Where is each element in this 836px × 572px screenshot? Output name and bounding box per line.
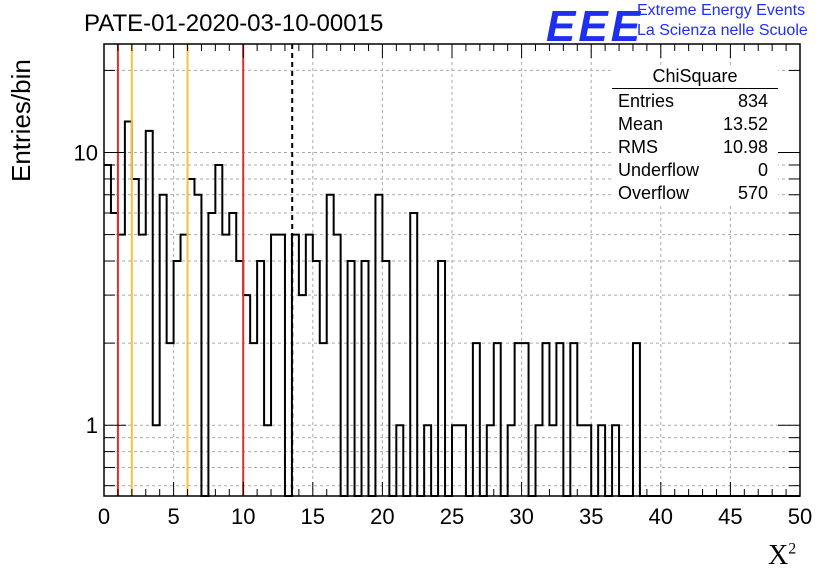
stats-value: 0 — [757, 160, 768, 180]
logo-line-1: Extreme Energy Events — [637, 2, 806, 19]
stats-value: 834 — [737, 91, 768, 111]
x-tick-label: 30 — [509, 504, 533, 529]
stats-row: Underflow 0 — [612, 159, 778, 182]
x-tick-label: 15 — [301, 504, 325, 529]
stats-row: RMS 10.98 — [612, 136, 778, 159]
x-tick-label: 35 — [579, 504, 603, 529]
x-axis-label-text: X — [768, 540, 789, 571]
axis-ticks — [103, 44, 801, 496]
stats-label: RMS — [618, 137, 658, 157]
stats-title: ChiSquare — [612, 66, 778, 89]
stats-box: ChiSquare Entries 834 Mean 13.52 RMS 10.98 … — [612, 66, 778, 205]
stats-label: Entries — [618, 91, 675, 111]
x-axis-label-sup: 2 — [788, 540, 797, 558]
stats-label: Mean — [618, 114, 664, 134]
stats-value: 10.98 — [722, 137, 768, 157]
chart-title: PATE-01-2020-03-10-00015 — [84, 10, 384, 37]
axis-tick-labels: 0 5 10 15 20 25 30 35 40 45 50 1 10 — [74, 141, 813, 529]
x-tick-label: 10 — [231, 504, 255, 529]
stats-label: Overflow — [618, 183, 690, 203]
x-tick-label: 25 — [440, 504, 464, 529]
x-tick-label: 40 — [649, 504, 673, 529]
stats-value: 13.52 — [722, 114, 768, 134]
x-tick-label: 0 — [98, 504, 110, 529]
x-axis-label: X2 — [768, 540, 796, 572]
stats-row: Mean 13.52 — [612, 113, 778, 136]
stats-row: Entries 834 — [612, 90, 778, 113]
y-tick-label: 10 — [74, 141, 98, 166]
x-tick-label: 45 — [718, 504, 742, 529]
x-tick-label: 50 — [788, 504, 812, 529]
y-axis-label: Entries/bin — [6, 59, 36, 182]
stats-row: Overflow 570 — [612, 182, 778, 205]
stats-label: Underflow — [618, 160, 700, 180]
reference-lines — [116, 44, 294, 496]
stats-value: 570 — [737, 183, 768, 203]
logo-line-2: La Scienza nelle Scuole — [637, 22, 808, 39]
x-tick-label: 5 — [167, 504, 179, 529]
logo-mark: EEE — [546, 2, 644, 51]
x-tick-label: 20 — [370, 504, 394, 529]
y-tick-label: 1 — [86, 413, 98, 438]
